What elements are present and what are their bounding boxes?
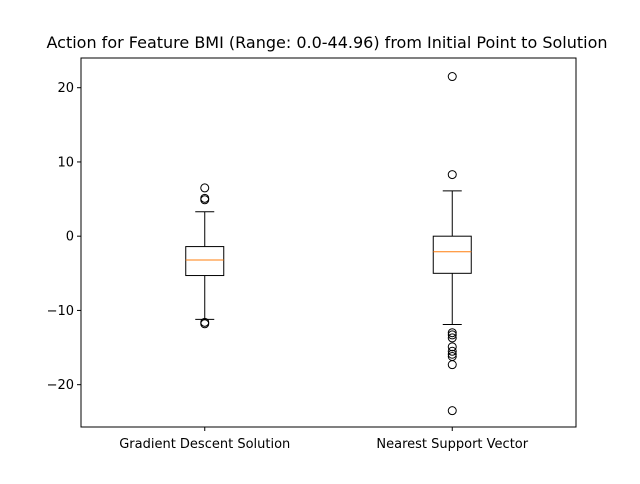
outlier-point [447,349,457,359]
outlier-point [200,183,210,193]
plot-area: −20 −10 0 10 20 Gradient Descent Solution Near… [47,57,577,452]
y-tick-label: 0 [66,230,74,245]
y-tick-label: −20 [47,378,74,393]
outlier-point [447,330,457,340]
y-tick-label: 10 [57,155,74,170]
y-tick-label: 20 [57,81,74,96]
outlier-point [447,346,457,356]
outlier-point [447,170,457,180]
plot-frame [80,57,577,428]
outlier-point [200,195,210,205]
outlier-point [447,360,457,370]
iqr-box [185,246,225,277]
iqr-box [432,235,472,274]
outlier-point [447,328,457,338]
x-tick-label: Nearest Support Vector [376,437,528,452]
outlier-point [200,319,210,329]
x-tick-label: Gradient Descent Solution [119,437,290,452]
chart-title: Action for Feature BMI (Range: 0.0-44.96… [46,33,607,52]
outlier-point [447,406,457,416]
y-tick-label: −10 [47,304,74,319]
outlier-point [447,72,457,82]
outlier-point [447,342,457,352]
outlier-point [447,333,457,343]
